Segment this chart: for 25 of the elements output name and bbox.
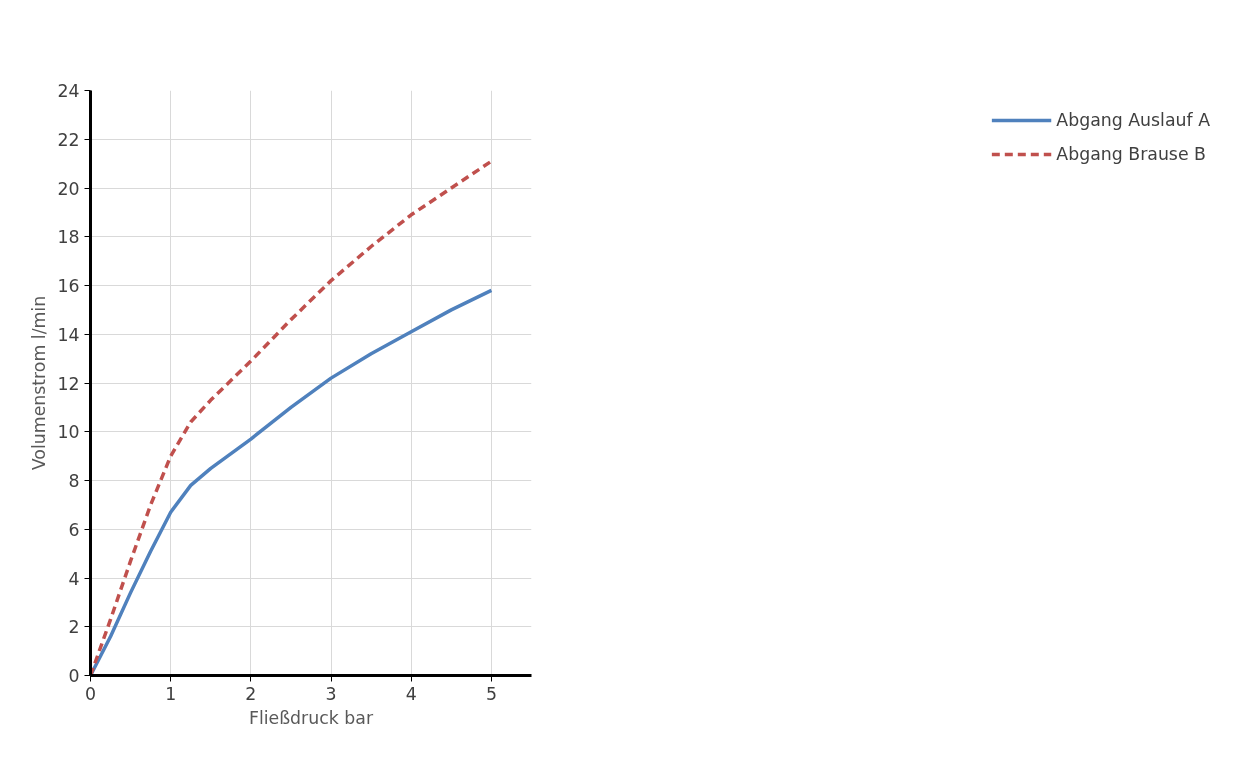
line-series — [90, 159, 494, 676]
y-tick-label: 4 — [68, 568, 80, 589]
x-tick-label: 3 — [325, 683, 337, 704]
y-tick-label: 0 — [68, 666, 80, 686]
y-tick-label: 10 — [57, 422, 80, 443]
line-series — [90, 288, 494, 676]
x-axis-title: Fließdruck bar — [248, 707, 374, 728]
x-tick-label: 1 — [165, 683, 177, 704]
legend-label: Abgang Auslauf A — [1056, 110, 1210, 130]
legend-label: Abgang Brause B — [1056, 144, 1206, 164]
x-tick-label: 0 — [84, 683, 97, 704]
x-tick-label: 4 — [405, 683, 417, 704]
y-tick-label: 12 — [57, 373, 80, 394]
y-tick-label: 8 — [68, 471, 80, 491]
y-tick-label: 14 — [57, 324, 80, 345]
y-tick-label: 18 — [57, 227, 80, 248]
y-tick-label: 6 — [68, 519, 80, 540]
x-tick-label: 2 — [245, 683, 257, 704]
y-axis-title: Volumenstrom l/min — [29, 295, 50, 471]
y-tick-label: 20 — [57, 178, 80, 199]
x-tick-label: 5 — [485, 683, 497, 704]
y-tick-label: 16 — [57, 276, 80, 296]
y-tick-label: 2 — [68, 617, 80, 638]
y-tick-label: 24 — [57, 81, 80, 101]
y-tick-label: 22 — [57, 129, 80, 150]
